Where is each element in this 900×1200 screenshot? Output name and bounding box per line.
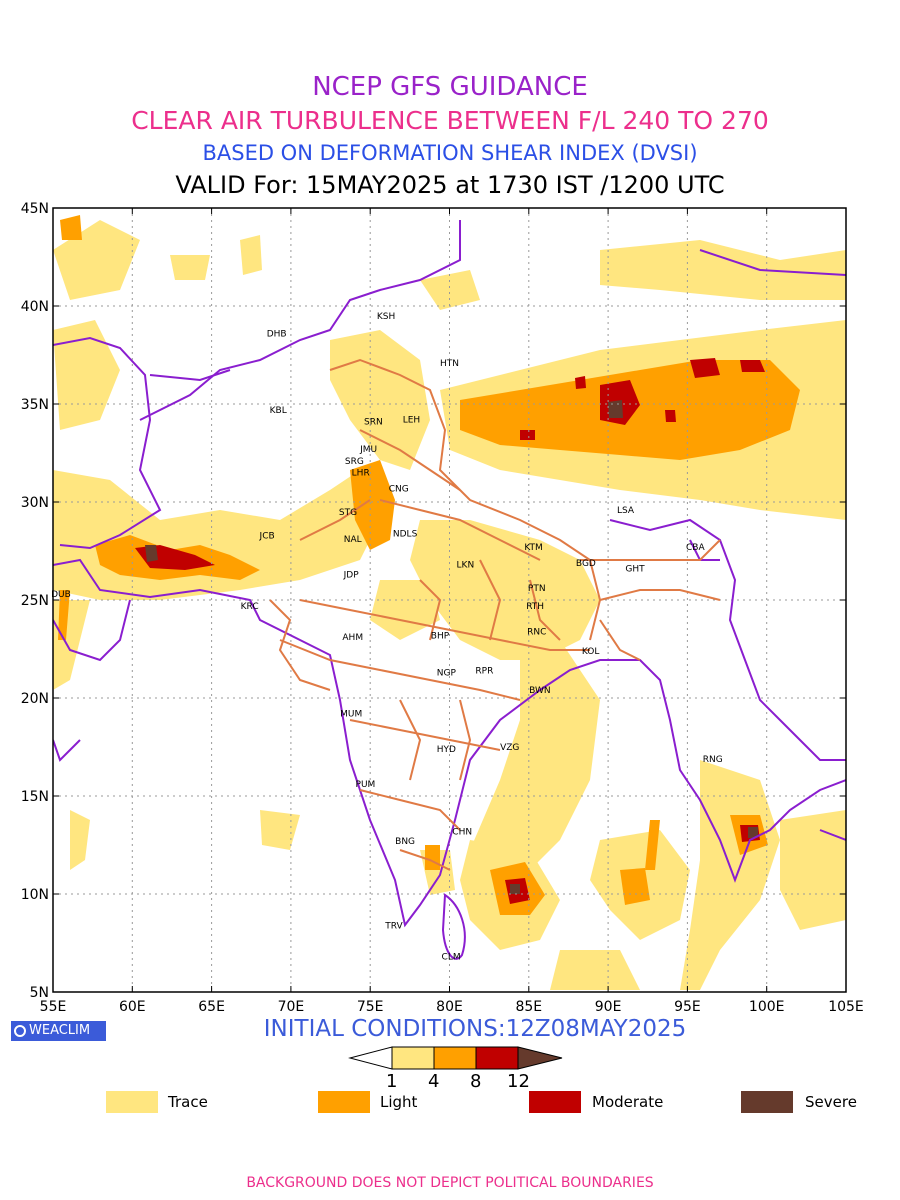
station-cba: CBA [686, 543, 705, 553]
colorbar-tick-12: 12 [507, 1071, 530, 1092]
station-ptn: PTN [528, 584, 546, 594]
station-chn: CHN [452, 827, 472, 837]
weaclim-badge: WEACLIM [11, 1021, 106, 1041]
colorbar-tick-1: 1 [386, 1071, 398, 1092]
lat-tick-label: 25N [21, 593, 49, 609]
station-cng: CNG [389, 484, 409, 494]
station-jcb: JCB [259, 531, 275, 541]
lon-tick-label: 100E [749, 999, 785, 1015]
lon-tick-label: 85E [515, 999, 542, 1015]
station-ahm: AHM [342, 633, 363, 643]
station-leh: LEH [403, 416, 420, 426]
lon-tick-label: 55E [40, 999, 67, 1015]
lon-tick-label: 95E [674, 999, 701, 1015]
lon-tick-label: 65E [198, 999, 225, 1015]
station-kbl: KBL [270, 406, 287, 416]
station-labels: DHB KSH HTN KBL SRN LEH JMU SRG LHR CNG STG LSA JCB N… [51, 312, 723, 963]
station-ght: GHT [625, 565, 645, 575]
initial-conditions: INITIAL CONDITIONS:12Z08MAY2025 [263, 1016, 687, 1042]
lat-tick-label: 10N [21, 887, 49, 903]
lat-tick-label: 40N [21, 299, 49, 315]
station-clm: CLM [442, 953, 461, 963]
lat-tick-label: 35N [21, 397, 49, 413]
lat-tick-label: 45N [21, 201, 49, 217]
station-vzg: VZG [500, 743, 519, 753]
title-line-2: CLEAR AIR TURBULENCE BETWEEN F/L 240 TO … [131, 106, 769, 135]
lon-tick-label: 70E [278, 999, 305, 1015]
station-rpr: RPR [475, 667, 493, 677]
state-boundaries [269, 358, 721, 871]
station-dhb: DHB [267, 329, 287, 339]
severe-areas [145, 400, 758, 894]
station-nal: NAL [344, 535, 362, 545]
lon-tick-label: 105E [828, 999, 864, 1015]
station-hyd: HYD [437, 745, 456, 755]
title-line-3: BASED ON DEFORMATION SHEAR INDEX (DVSI) [202, 141, 698, 165]
station-stg: STG [339, 508, 357, 518]
station-lsa: LSA [617, 506, 635, 516]
lon-tick-label: 80E [436, 999, 463, 1015]
station-htn: HTN [440, 359, 459, 369]
station-krc: KRC [241, 602, 259, 612]
station-bng: BNG [395, 837, 415, 847]
station-bgd: BGD [576, 559, 596, 569]
colorbar-tick-4: 4 [428, 1071, 440, 1092]
lon-tick-label: 75E [357, 999, 384, 1015]
title-line-1: NCEP GFS GUIDANCE [312, 72, 588, 102]
valid-time: VALID For: 15MAY2025 at 1730 IST /1200 U… [175, 171, 725, 199]
station-ksh: KSH [377, 312, 395, 322]
station-srn: SRN [364, 418, 383, 428]
legend-swatch-trace [106, 1091, 158, 1113]
station-lkn: LKN [457, 561, 475, 571]
station-srg: SRG [345, 457, 364, 467]
axis-ticks [52, 207, 847, 993]
station-ngp: NGP [437, 669, 457, 679]
station-lhr: LHR [352, 469, 370, 479]
legend-swatch-severe [741, 1091, 793, 1113]
station-rng: RNG [703, 755, 723, 765]
station-ktm: KTM [524, 543, 542, 553]
legend-swatch-light [318, 1091, 370, 1113]
legend-swatch-moderate [529, 1091, 581, 1113]
legend-label-light: Light [380, 1093, 418, 1111]
station-mum: MUM [340, 710, 362, 720]
lat-tick-label: 15N [21, 789, 49, 805]
map-area [53, 208, 846, 992]
weaclim-logo-icon [14, 1025, 26, 1037]
station-ndls: NDLS [393, 529, 418, 539]
station-rnc: RNC [527, 627, 546, 637]
footer-note: BACKGROUND DOES NOT DEPICT POLITICAL BOU… [246, 1175, 654, 1191]
lat-lon-grid [53, 208, 846, 992]
coastlines-boundaries [53, 220, 846, 960]
lat-tick-label: 20N [21, 691, 49, 707]
badge-text: WEACLIM [29, 1023, 91, 1038]
legend-label-severe: Severe [805, 1093, 857, 1111]
colorbar [348, 1046, 563, 1070]
station-dub: DUB [51, 590, 71, 600]
station-bwn: BWN [529, 686, 551, 696]
lat-tick-label: 5N [30, 985, 49, 1001]
station-trv: TRV [384, 921, 403, 931]
lat-tick-label: 30N [21, 495, 49, 511]
station-bhp: BHP [431, 631, 450, 641]
lon-tick-label: 60E [119, 999, 146, 1015]
station-jmu: JMU [359, 445, 377, 455]
legend-label-moderate: Moderate [592, 1093, 664, 1111]
axis-tick-labels: 55E 60E 65E 70E 75E 80E 85E 90E 95E 100E 105E 5N 10N… [21, 201, 864, 1015]
station-rth: RTH [526, 602, 544, 612]
colorbar-tick-8: 8 [470, 1071, 482, 1092]
station-pum: PUM [356, 780, 376, 790]
legend-label-trace: Trace [168, 1093, 208, 1111]
station-kol: KOL [582, 647, 600, 657]
lon-tick-label: 90E [595, 999, 622, 1015]
station-jdp: JDP [343, 571, 360, 581]
